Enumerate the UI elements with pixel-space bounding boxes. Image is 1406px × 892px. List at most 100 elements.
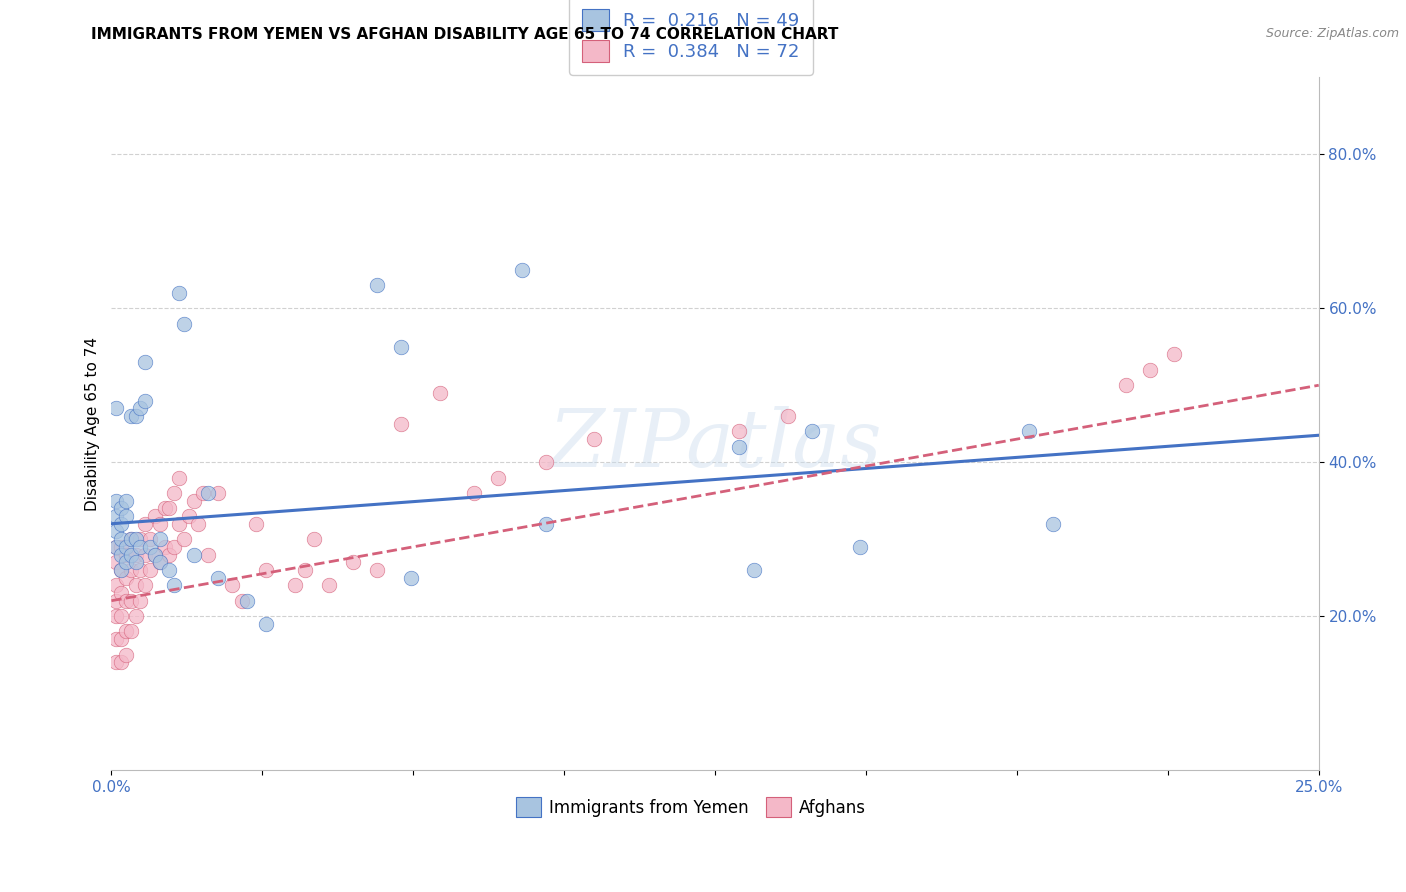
Point (115, 509, 138, 524)
Point (115, 593, 138, 607)
Point (1163, 347, 1185, 361)
Point (254, 563, 277, 577)
Point (776, 409, 799, 423)
Point (124, 555, 146, 569)
Point (318, 578, 340, 592)
Point (742, 563, 765, 577)
Point (800, 425, 823, 439)
Point (849, 540, 872, 554)
Point (134, 548, 156, 562)
Point (105, 578, 128, 592)
Point (129, 540, 152, 554)
Point (157, 563, 180, 577)
Point (139, 532, 162, 546)
Point (157, 501, 180, 516)
Point (207, 486, 229, 500)
Point (120, 532, 142, 546)
Point (115, 648, 138, 662)
Point (534, 455, 557, 469)
Point (105, 540, 128, 554)
Point (221, 578, 243, 592)
Point (583, 432, 606, 446)
Point (110, 532, 132, 546)
Point (110, 516, 132, 531)
Point (129, 563, 152, 577)
Point (163, 486, 186, 500)
Point (342, 555, 364, 569)
Point (1018, 425, 1040, 439)
Point (143, 509, 166, 524)
Text: IMMIGRANTS FROM YEMEN VS AFGHAN DISABILITY AGE 65 TO 74 CORRELATION CHART: IMMIGRANTS FROM YEMEN VS AFGHAN DISABILI… (91, 27, 839, 42)
Point (366, 278, 388, 293)
Point (463, 486, 485, 500)
Point (124, 609, 146, 624)
Point (197, 548, 219, 562)
Point (167, 285, 190, 300)
Point (429, 386, 451, 401)
Point (183, 548, 205, 562)
Point (134, 355, 156, 369)
Point (153, 540, 176, 554)
Y-axis label: Disability Age 65 to 74: Disability Age 65 to 74 (86, 336, 100, 511)
Point (157, 548, 180, 562)
Point (110, 655, 132, 669)
Point (163, 578, 186, 592)
Point (134, 393, 156, 408)
Point (294, 563, 316, 577)
Point (191, 486, 214, 500)
Point (389, 417, 412, 431)
Point (510, 262, 533, 277)
Point (153, 501, 176, 516)
Point (105, 655, 128, 669)
Point (177, 509, 200, 524)
Point (120, 548, 142, 562)
Point (183, 493, 205, 508)
Point (110, 540, 132, 554)
Point (728, 425, 751, 439)
Point (115, 571, 138, 585)
Point (124, 578, 146, 592)
Point (105, 555, 128, 569)
Point (129, 401, 152, 416)
Point (120, 593, 142, 607)
Point (149, 555, 172, 569)
Point (124, 409, 146, 423)
Point (173, 317, 195, 331)
Point (105, 632, 128, 647)
Point (139, 563, 162, 577)
Point (120, 532, 142, 546)
Point (105, 593, 128, 607)
Point (1042, 516, 1064, 531)
Point (1139, 363, 1161, 377)
Text: ZIPatlas: ZIPatlas (548, 406, 882, 483)
Point (167, 470, 190, 484)
Point (110, 609, 132, 624)
Point (197, 486, 219, 500)
Point (143, 548, 166, 562)
Point (1115, 378, 1137, 392)
Point (105, 524, 128, 539)
Legend: Immigrants from Yemen, Afghans: Immigrants from Yemen, Afghans (509, 790, 873, 824)
Point (115, 624, 138, 639)
Point (207, 571, 229, 585)
Point (163, 540, 186, 554)
Point (139, 540, 162, 554)
Point (105, 401, 128, 416)
Point (110, 501, 132, 516)
Text: Source: ZipAtlas.com: Source: ZipAtlas.com (1265, 27, 1399, 40)
Point (110, 563, 132, 577)
Point (115, 493, 138, 508)
Point (129, 593, 152, 607)
Point (120, 624, 142, 639)
Point (134, 578, 156, 592)
Point (235, 593, 257, 607)
Point (115, 540, 138, 554)
Point (728, 440, 751, 454)
Point (110, 586, 132, 600)
Point (105, 540, 128, 554)
Point (173, 532, 195, 546)
Point (167, 516, 190, 531)
Point (105, 509, 128, 524)
Point (534, 516, 557, 531)
Point (302, 532, 325, 546)
